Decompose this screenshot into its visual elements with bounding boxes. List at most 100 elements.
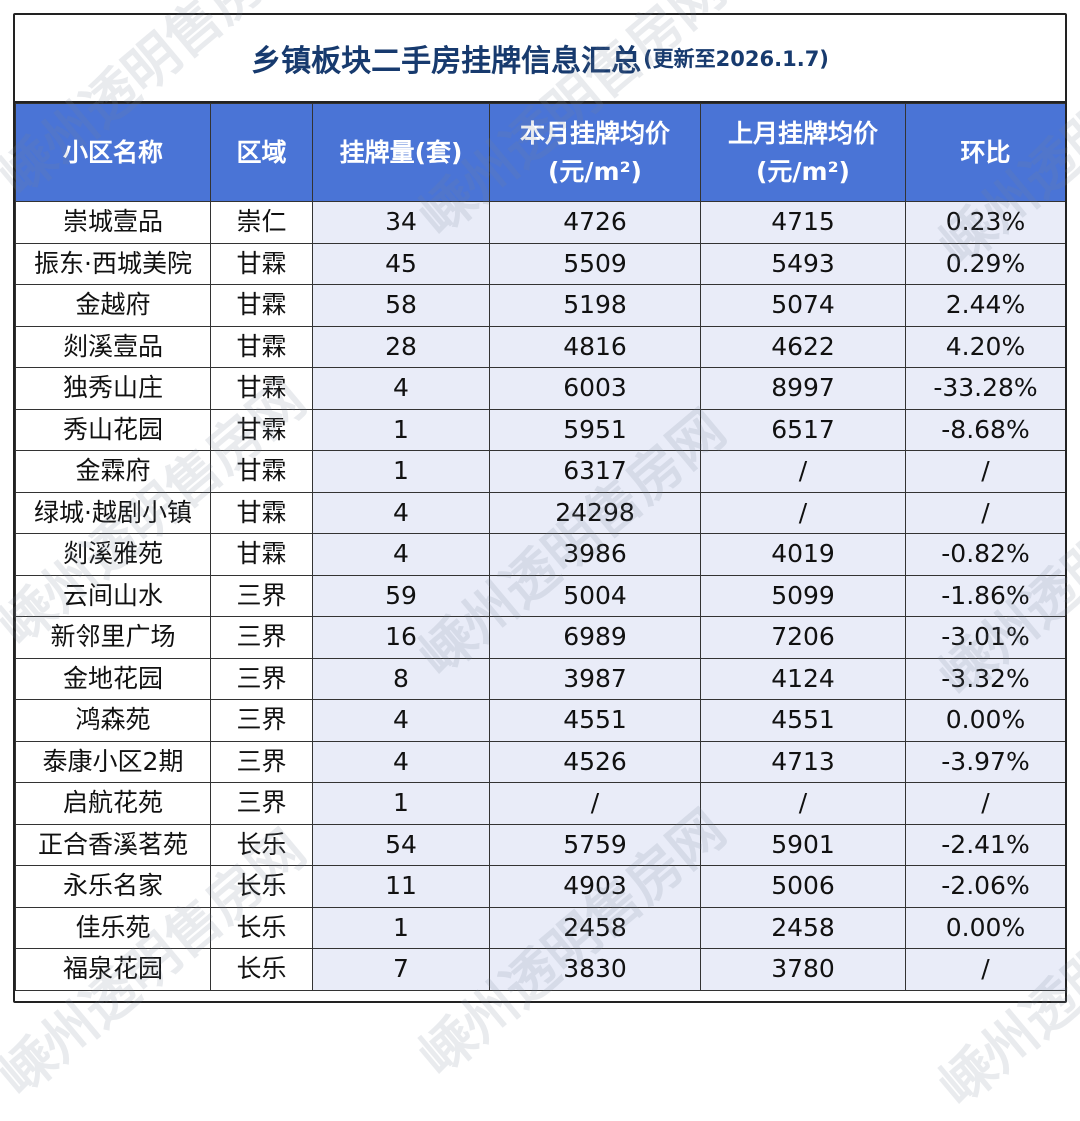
- cell-community-name: 剡溪雅苑: [15, 533, 211, 576]
- cell-current-price: /: [489, 782, 701, 825]
- cell-previous-price: 6517: [700, 408, 906, 451]
- cell-area: 长乐: [210, 823, 313, 866]
- cell-listing-count: 1: [312, 450, 490, 493]
- header-previous-price-unit: (元/m²): [756, 156, 850, 186]
- table-row: 福泉花园 长乐 7 3830 3780/: [15, 948, 1065, 991]
- table-row: 启航花苑 三界 1// /: [15, 782, 1065, 825]
- cell-current-price: 5759: [489, 823, 701, 866]
- cell-previous-price: 5074: [700, 284, 906, 327]
- cell-community-name: 鸿森苑: [15, 699, 211, 742]
- cell-community-name: 秀山花园: [15, 408, 211, 451]
- table-row: 崇城壹品 崇仁 34 4726 4715 0.23%: [15, 201, 1065, 244]
- cell-previous-price: 2458: [700, 906, 906, 949]
- table-row: 金越府 甘霖 58 5198 5074 2.44%: [15, 284, 1065, 327]
- cell-area: 长乐: [210, 906, 313, 949]
- header-previous-price: 上月挂牌均价 (元/m²): [700, 103, 906, 202]
- title-update-date: (更新至2026.1.7): [643, 47, 829, 71]
- cell-previous-price: 4551: [700, 699, 906, 742]
- cell-change: 0.00%: [905, 906, 1065, 949]
- cell-previous-price: 8997: [700, 367, 906, 410]
- cell-change: /: [905, 450, 1065, 493]
- cell-previous-price: 5493: [700, 242, 906, 285]
- cell-area: 甘霖: [210, 242, 313, 285]
- cell-current-price: 3987: [489, 657, 701, 700]
- cell-listing-count: 1: [312, 408, 490, 451]
- cell-listing-count: 1: [312, 906, 490, 949]
- cell-community-name: 云间山水: [15, 574, 211, 617]
- cell-change: 2.44%: [905, 284, 1065, 327]
- cell-change: -0.82%: [905, 533, 1065, 576]
- cell-change: -2.06%: [905, 865, 1065, 908]
- cell-listing-count: 4: [312, 367, 490, 410]
- table-row: 绿城·越剧小镇 甘霖 4 24298//: [15, 491, 1065, 534]
- cell-previous-price: /: [700, 491, 906, 534]
- cell-area: 甘霖: [210, 367, 313, 410]
- cell-change: -1.86%: [905, 574, 1065, 617]
- cell-current-price: 4903: [489, 865, 701, 908]
- cell-current-price: 2458: [489, 906, 701, 949]
- cell-previous-price: 4124: [700, 657, 906, 700]
- table-row: 云间山水 三界 59 5004 5099 -1.86%: [15, 574, 1065, 617]
- cell-current-price: 6003: [489, 367, 701, 410]
- cell-area: 三界: [210, 782, 313, 825]
- cell-change: -3.32%: [905, 657, 1065, 700]
- cell-community-name: 金地花园: [15, 657, 211, 700]
- header-change: 环比: [905, 103, 1065, 202]
- cell-area: 长乐: [210, 865, 313, 908]
- cell-current-price: 4526: [489, 740, 701, 783]
- cell-current-price: 5198: [489, 284, 701, 327]
- table-row: 金地花园 三界 8 3987 4124 -3.32%: [15, 657, 1065, 700]
- cell-community-name: 崇城壹品: [15, 201, 211, 244]
- listing-table: 小区名称 区域 挂牌量(套) 本月挂牌均价 (元/m²) 上月挂牌均价 (元/m…: [15, 103, 1065, 991]
- cell-previous-price: 5901: [700, 823, 906, 866]
- cell-community-name: 永乐名家: [15, 865, 211, 908]
- cell-listing-count: 58: [312, 284, 490, 327]
- cell-community-name: 正合香溪茗苑: [15, 823, 211, 866]
- cell-area: 甘霖: [210, 284, 313, 327]
- header-row: 小区名称 区域 挂牌量(套) 本月挂牌均价 (元/m²) 上月挂牌均价 (元/m…: [15, 103, 1065, 202]
- cell-listing-count: 7: [312, 948, 490, 991]
- cell-listing-count: 4: [312, 740, 490, 783]
- cell-area: 崇仁: [210, 201, 313, 244]
- header-name: 小区名称: [15, 103, 211, 202]
- cell-previous-price: 7206: [700, 616, 906, 659]
- cell-listing-count: 8: [312, 657, 490, 700]
- header-current-price: 本月挂牌均价 (元/m²): [489, 103, 701, 202]
- table-row: 剡溪壹品 甘霖 28 4816 4622 4.20%: [15, 325, 1065, 368]
- cell-change: 4.20%: [905, 325, 1065, 368]
- cell-area: 三界: [210, 657, 313, 700]
- cell-area: 甘霖: [210, 491, 313, 534]
- table-row: 正合香溪茗苑 长乐 54 5759 5901 -2.41%: [15, 823, 1065, 866]
- cell-previous-price: /: [700, 450, 906, 493]
- table-row: 秀山花园 甘霖 1 5951 6517 -8.68%: [15, 408, 1065, 451]
- cell-previous-price: 4622: [700, 325, 906, 368]
- cell-listing-count: 45: [312, 242, 490, 285]
- cell-area: 甘霖: [210, 450, 313, 493]
- cell-previous-price: 4715: [700, 201, 906, 244]
- cell-community-name: 绿城·越剧小镇: [15, 491, 211, 534]
- header-area: 区域: [210, 103, 313, 202]
- cell-area: 三界: [210, 740, 313, 783]
- cell-area: 甘霖: [210, 325, 313, 368]
- cell-current-price: 24298: [489, 491, 701, 534]
- cell-community-name: 新邻里广场: [15, 616, 211, 659]
- cell-change: 0.00%: [905, 699, 1065, 742]
- cell-listing-count: 11: [312, 865, 490, 908]
- table-row: 佳乐苑 长乐 1 2458 2458 0.00%: [15, 906, 1065, 949]
- cell-previous-price: 5006: [700, 865, 906, 908]
- cell-change: -3.97%: [905, 740, 1065, 783]
- cell-community-name: 剡溪壹品: [15, 325, 211, 368]
- cell-listing-count: 28: [312, 325, 490, 368]
- cell-community-name: 金霖府: [15, 450, 211, 493]
- cell-current-price: 3830: [489, 948, 701, 991]
- cell-previous-price: 4713: [700, 740, 906, 783]
- cell-change: 0.29%: [905, 242, 1065, 285]
- cell-listing-count: 1: [312, 782, 490, 825]
- table-row: 金霖府 甘霖 1 6317//: [15, 450, 1065, 493]
- cell-change: -2.41%: [905, 823, 1065, 866]
- cell-change: /: [905, 491, 1065, 534]
- cell-community-name: 振东·西城美院: [15, 242, 211, 285]
- cell-previous-price: 5099: [700, 574, 906, 617]
- cell-change: /: [905, 948, 1065, 991]
- cell-community-name: 独秀山庄: [15, 367, 211, 410]
